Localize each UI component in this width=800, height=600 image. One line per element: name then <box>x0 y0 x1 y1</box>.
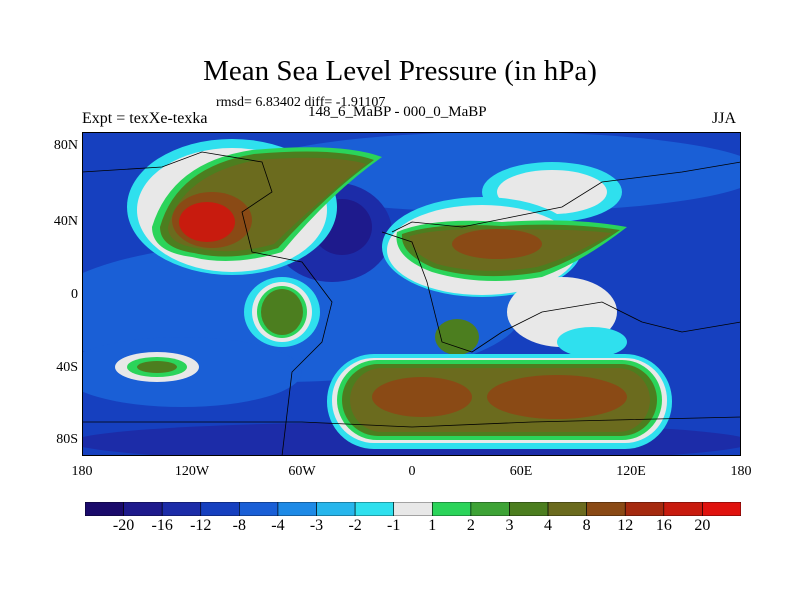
africa-olive <box>435 319 479 355</box>
sa-olive <box>261 289 303 335</box>
colorbar-swatch <box>161 502 202 516</box>
colorbar-label: 1 <box>428 517 437 534</box>
y-tick-label: 80N <box>53 138 78 153</box>
x-tick-label: 0 <box>408 464 416 479</box>
colorbar-label: -4 <box>271 517 285 534</box>
colorbar-label: 20 <box>694 517 711 534</box>
sp-olive <box>137 361 177 373</box>
x-tick-label: 60W <box>288 464 316 479</box>
colorbar-swatch <box>431 502 472 516</box>
coastline-eurasia <box>391 161 741 233</box>
colorbar-label: 12 <box>617 517 634 534</box>
colorbar-swatch <box>316 502 356 516</box>
x-tick-label: 120W <box>174 464 210 479</box>
colorbar-label: -12 <box>190 517 212 534</box>
map-title: Mean Sea Level Pressure (in hPa) <box>203 55 597 87</box>
colorbar-swatch <box>624 502 665 516</box>
colorbar-swatch <box>354 502 395 516</box>
x-tick-label: 60E <box>509 464 533 479</box>
comparison-label: 148_6_MaBP - 000_0_MaBP <box>308 104 487 120</box>
na-red <box>179 202 235 242</box>
south-rust-east <box>487 375 627 419</box>
colorbar-swatch <box>509 502 549 516</box>
colorbar-label: 2 <box>466 517 475 534</box>
colorbar-label: -1 <box>387 517 401 534</box>
stats-label: rmsd= 6.83402 diff= -1.91107 <box>216 95 386 110</box>
y-tick-label: 0 <box>71 287 78 302</box>
colorbar-label: 8 <box>582 517 591 534</box>
colorbar-swatch <box>277 502 317 516</box>
coastline-east <box>381 231 741 353</box>
colorbar-swatch <box>663 502 703 516</box>
colorbar-swatch <box>123 502 163 516</box>
coastline-south <box>82 416 741 428</box>
eu-rust <box>452 229 542 259</box>
south-rust-west <box>372 377 472 417</box>
colorbar <box>85 502 741 516</box>
y-tick-label: 40S <box>56 360 78 375</box>
colorbar-label: -8 <box>232 517 246 534</box>
coastline-north <box>82 151 333 456</box>
colorbar-swatch <box>85 502 124 516</box>
colorbar-swatch <box>393 502 433 516</box>
colorbar-label: 3 <box>505 517 514 534</box>
colorbar-swatch <box>547 502 587 516</box>
x-tick-label: 180 <box>71 464 93 479</box>
season-label: JJA <box>712 110 737 127</box>
africa-cyan-edge <box>557 327 627 357</box>
colorbar-label: -3 <box>309 517 324 534</box>
pressure-map <box>82 132 741 456</box>
map-frame <box>82 132 741 456</box>
colorbar-swatch <box>586 502 626 516</box>
y-tick-label: 80S <box>56 432 78 447</box>
colorbar-label: 4 <box>544 517 553 534</box>
colorbar-label: -20 <box>112 517 135 534</box>
y-tick-label: 40N <box>53 214 78 229</box>
colorbar-label: -2 <box>348 517 362 534</box>
colorbar-swatch <box>200 502 240 516</box>
x-tick-label: 120E <box>616 464 646 479</box>
colorbar-swatch <box>239 502 279 516</box>
experiment-label: Expt = texXe-texka <box>82 110 208 127</box>
x-tick-label: 180 <box>730 464 752 479</box>
colorbar-label: 16 <box>655 517 672 534</box>
colorbar-swatch <box>702 502 741 516</box>
colorbar-swatch <box>470 502 510 516</box>
colorbar-label: -16 <box>151 517 173 534</box>
